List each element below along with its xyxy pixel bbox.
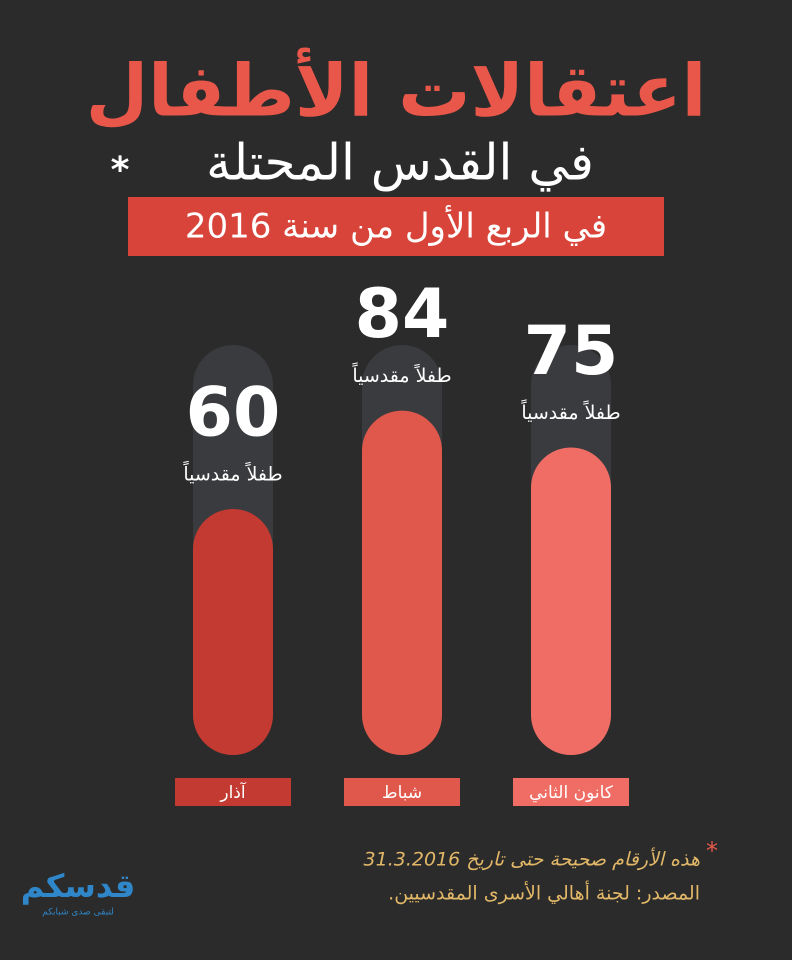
footnote: هذه الأرقام صحيحة حتى تاريخ 31.3.2016 — [364, 847, 700, 871]
value-unit: طفلاً مقدسياً — [183, 460, 282, 485]
category-box — [513, 778, 629, 806]
x-tick-label: شباط — [382, 783, 422, 803]
value-unit: طفلاً مقدسياً — [521, 399, 620, 424]
value-label: 84 — [355, 275, 450, 354]
value-label: 60 — [186, 374, 281, 453]
source: المصدر: لجنة أهالي الأسرى المقدسيين. — [388, 881, 700, 905]
value-label: 75 — [524, 312, 619, 391]
bar — [193, 509, 273, 755]
logo-tagline: لتبقى صدى شبابكم — [42, 908, 114, 918]
value-unit: طفلاً مقدسياً — [352, 362, 451, 387]
bar — [531, 447, 611, 755]
banner-box — [128, 197, 664, 256]
banner-text: في الربع الأول من سنة 2016 — [185, 205, 607, 247]
x-tick-label: كانون الثاني — [529, 783, 614, 803]
logo: قدسكم — [21, 867, 136, 905]
chart-title: اعتقالات الأطفال — [86, 47, 707, 133]
chart-subtitle: في القدس المحتلة — [206, 134, 594, 192]
category-box — [344, 778, 460, 806]
bar — [362, 410, 442, 755]
footnote-marker: * — [706, 837, 718, 865]
subtitle-marker: * — [111, 150, 130, 191]
x-tick-label: آذار — [219, 781, 247, 803]
category-box — [175, 778, 291, 806]
